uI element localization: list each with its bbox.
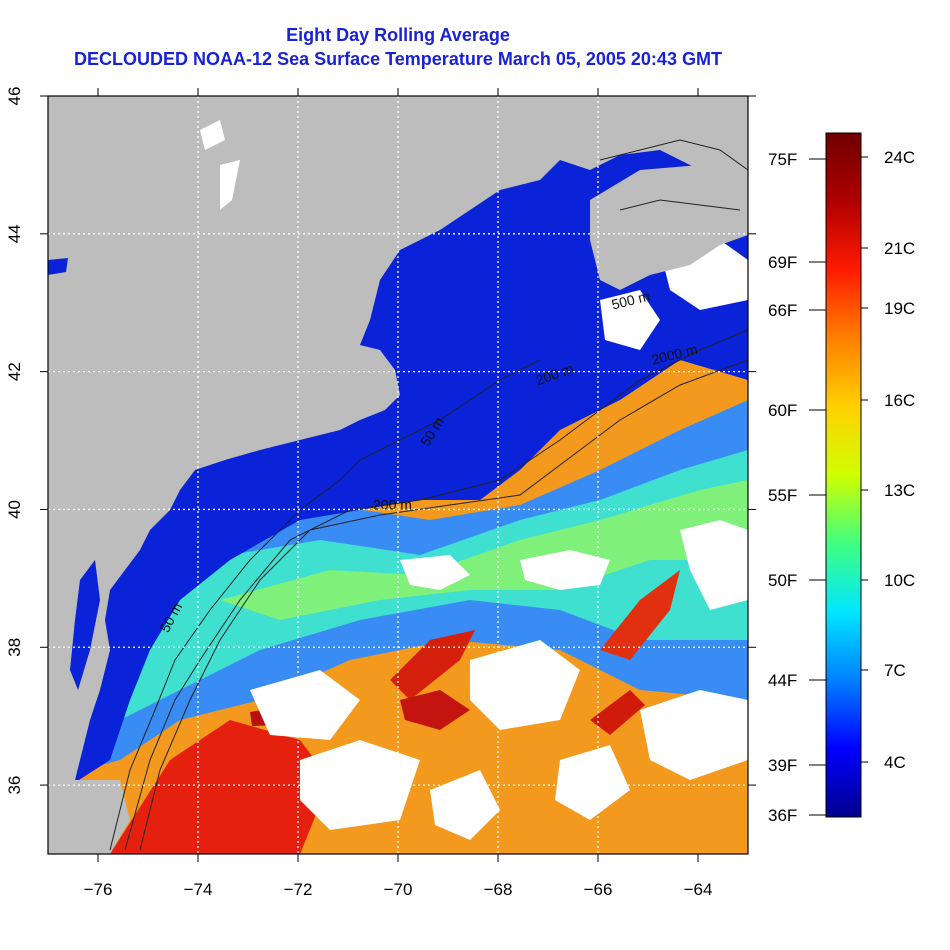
lake-patch-2 [220, 160, 240, 210]
cb-label-fahrenheit: 66F [768, 301, 797, 320]
cb-label-fahrenheit: 44F [768, 671, 797, 690]
y-tick-label: 40 [5, 500, 24, 519]
delaware-bay [148, 535, 165, 585]
contour-2000m [139, 359, 748, 851]
lake-patch-1 [200, 120, 225, 150]
lake-blue-patch [48, 258, 68, 275]
cb-label-celsius: 4C [884, 753, 906, 772]
cloud-patch-10 [600, 290, 660, 350]
cb-label-fahrenheit: 39F [768, 756, 797, 775]
title-line-1: Eight Day Rolling Average [286, 25, 510, 45]
warm-patch [400, 690, 470, 730]
contour-gulf-maine [619, 199, 741, 211]
cloud-patch-1 [520, 550, 610, 590]
cb-label-fahrenheit: 75F [768, 150, 797, 169]
contour-50m [109, 359, 541, 851]
title-line-2: DECLOUDED NOAA-12 Sea Surface Temperatur… [74, 49, 722, 69]
cloud-patch-9 [680, 520, 748, 610]
y-axis: 36 38 40 42 44 46 [5, 87, 756, 795]
land-mass-south [48, 780, 130, 854]
x-axis: −76 −74 −72 −70 −68 −66 −64 [84, 88, 713, 899]
x-tick-label: −70 [384, 880, 413, 899]
cb-label-fahrenheit: 60F [768, 401, 797, 420]
cb-label-celsius: 19C [884, 299, 915, 318]
colorbar-labels: 24C 21C 19C 16C 13C 10C 7C 4C 75F 69F 66F 60F 55F 50F… [768, 148, 915, 825]
y-tick-label: 44 [5, 224, 24, 243]
cloud-patch-3 [250, 670, 360, 740]
x-tick-label: −72 [284, 880, 313, 899]
y-tick-label: 38 [5, 638, 24, 657]
x-tick-label: −76 [84, 880, 113, 899]
cb-label-fahrenheit: 55F [768, 486, 797, 505]
y-tick-label: 46 [5, 87, 24, 106]
cloud-patch-2 [400, 555, 470, 590]
x-tick-label: −68 [484, 880, 513, 899]
lat-lon-grid [48, 96, 748, 854]
cloud-patch-6 [640, 690, 748, 780]
bathymetry-contours [109, 139, 748, 851]
cb-label-fahrenheit: 69F [768, 253, 797, 272]
x-tick-label: −64 [684, 880, 713, 899]
cb-label-celsius: 16C [884, 391, 915, 410]
chesapeake-bay [70, 560, 100, 690]
x-tick-label: −74 [184, 880, 213, 899]
ocean-front-green [220, 480, 748, 620]
colorbar [825, 132, 862, 818]
warm-ring-2 [600, 570, 680, 660]
cb-label-celsius: 10C [884, 571, 915, 590]
cb-label-celsius: 24C [884, 148, 915, 167]
land-mass-nova-scotia [590, 165, 748, 290]
cb-label-celsius: 13C [884, 481, 915, 500]
y-tick-label: 36 [5, 776, 24, 795]
warm-ring-3 [590, 690, 645, 735]
cb-label-celsius: 21C [884, 239, 915, 258]
cb-label-fahrenheit: 36F [768, 806, 797, 825]
cb-label-fahrenheit: 50F [768, 571, 797, 590]
cloud-patch-7 [555, 745, 630, 820]
cloud-patch-8 [430, 770, 500, 840]
contour-200m [124, 329, 748, 851]
gulf-stream-core [110, 720, 330, 854]
x-tick-label: −66 [584, 880, 613, 899]
y-tick-label: 42 [5, 362, 24, 381]
land-mass-us-coast [48, 96, 748, 854]
cb-label-celsius: 7C [884, 661, 906, 680]
contour-label: 200 m [373, 496, 412, 512]
contour-coast-north [599, 139, 748, 171]
